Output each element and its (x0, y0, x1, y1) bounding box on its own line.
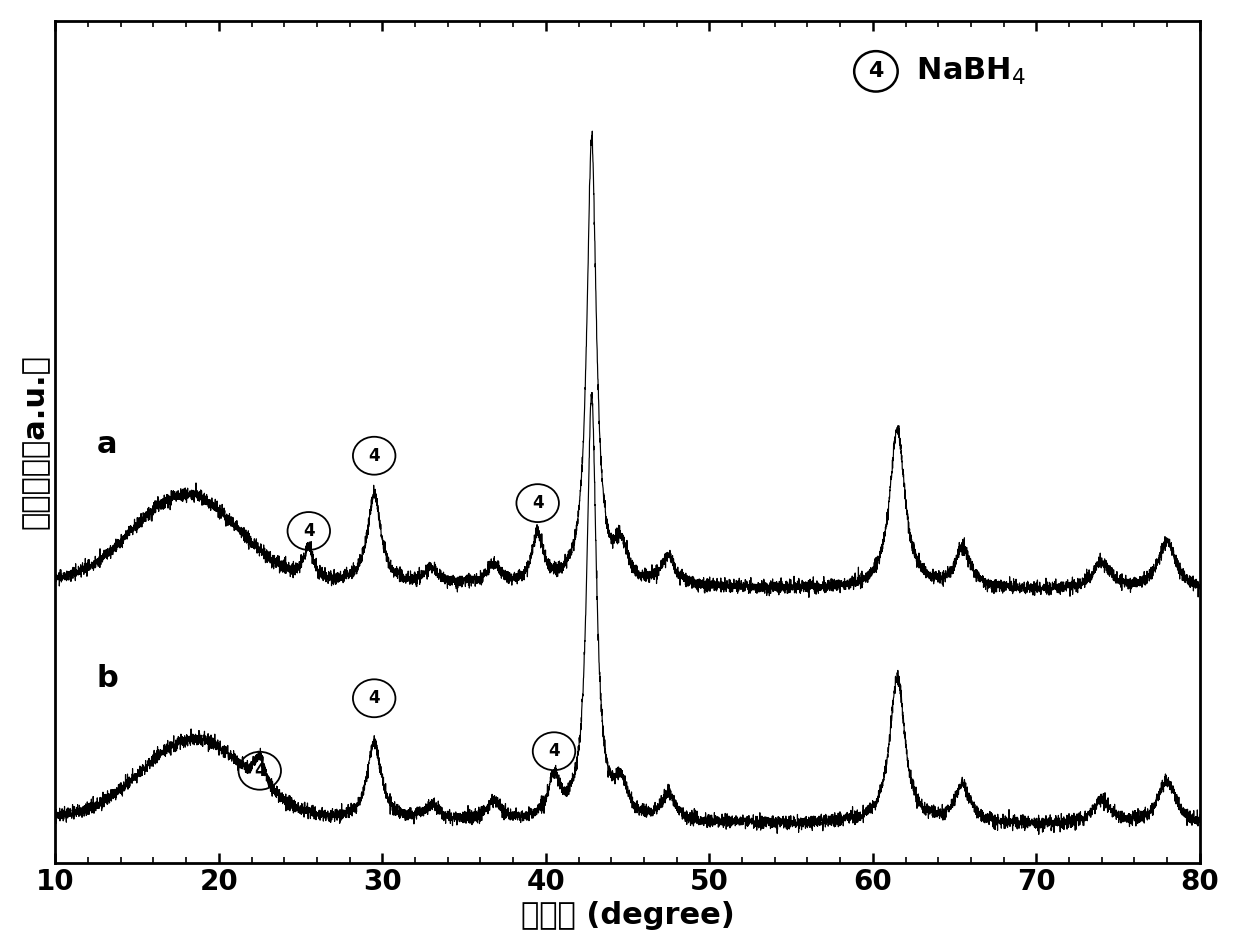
Text: 4: 4 (368, 447, 379, 465)
X-axis label: 衍射角 (degree): 衍射角 (degree) (521, 902, 734, 930)
Text: 4: 4 (532, 495, 543, 513)
Text: 4: 4 (254, 762, 265, 780)
Text: 4: 4 (303, 522, 315, 540)
Text: b: b (97, 664, 118, 693)
Text: a: a (97, 430, 117, 459)
Y-axis label: 相对强度（a.u.）: 相对强度（a.u.） (21, 355, 50, 529)
Text: 4: 4 (868, 62, 884, 82)
Text: 4: 4 (368, 689, 379, 708)
Text: 4: 4 (548, 742, 559, 760)
Text: NaBH$_4$: NaBH$_4$ (905, 56, 1025, 87)
